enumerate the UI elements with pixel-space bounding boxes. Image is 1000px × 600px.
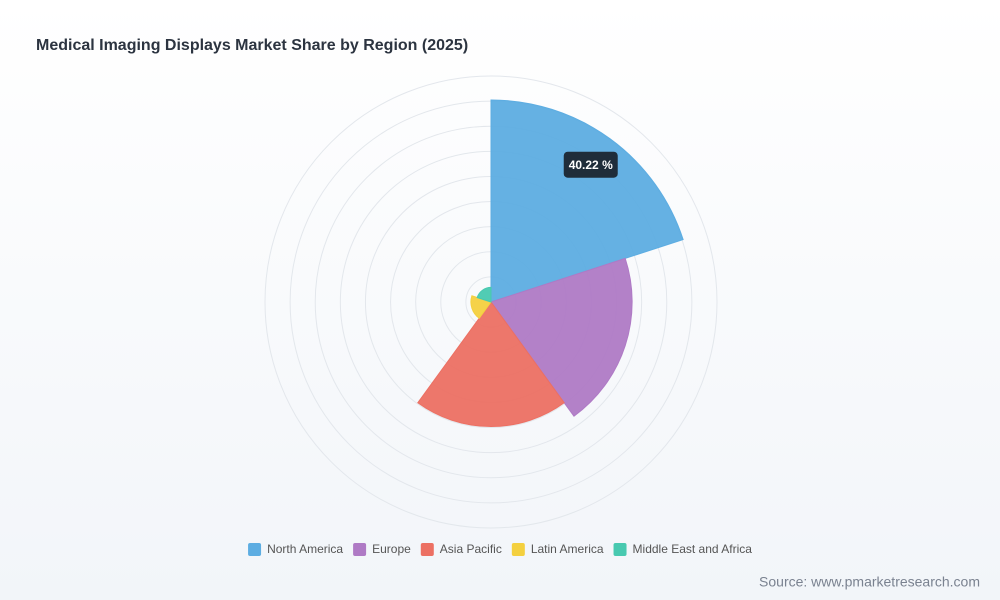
legend-label: Europe [372, 542, 411, 556]
legend-label: Middle East and Africa [633, 542, 753, 556]
legend-item: Asia Pacific [420, 542, 502, 556]
rose-sector [470, 295, 492, 319]
legend-swatch [420, 543, 434, 556]
legend-swatch [248, 543, 262, 556]
rose-sector [490, 99, 684, 303]
tooltip-box [563, 151, 618, 178]
legend-swatch [353, 543, 367, 556]
legend-item: Middle East and Africa [613, 542, 753, 556]
rose-sector [476, 286, 492, 303]
legend-label: Asia Pacific [440, 542, 502, 556]
legend-item: Latin America [511, 542, 604, 556]
rose-sector [490, 257, 633, 417]
legend-swatch [613, 543, 627, 556]
grid-ring [264, 75, 718, 529]
legend-label: Latin America [531, 542, 604, 556]
legend-item: Europe [353, 542, 411, 556]
rose-sector [417, 301, 565, 427]
chart-title: Medical Imaging Displays Market Share by… [36, 37, 468, 54]
source-note: Source: www.pmarketresearch.com [759, 574, 980, 590]
legend-label: North America [267, 542, 343, 556]
legend-swatch [511, 543, 525, 556]
data-label: 40.22 % [569, 158, 613, 172]
legend-item: North America [248, 542, 343, 556]
